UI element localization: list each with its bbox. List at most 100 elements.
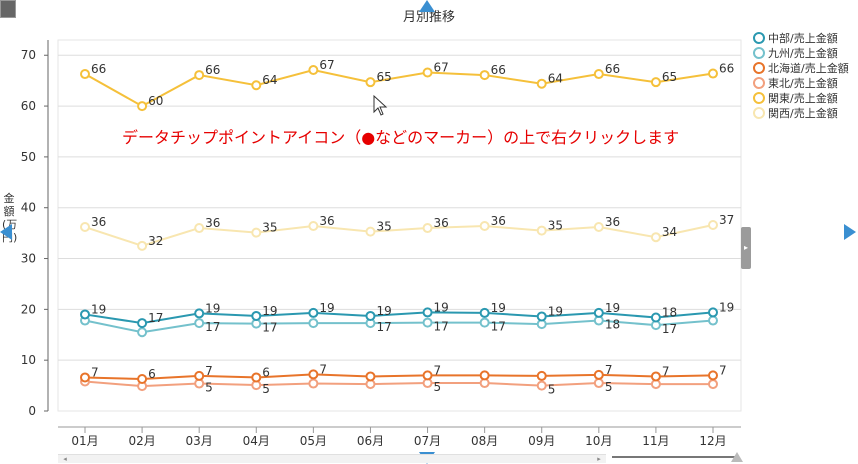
data-label: 34 bbox=[662, 225, 677, 239]
data-point[interactable] bbox=[708, 307, 718, 318]
data-point[interactable] bbox=[650, 77, 661, 88]
zoom-slider-thumb[interactable] bbox=[731, 452, 743, 462]
data-point[interactable] bbox=[308, 318, 319, 329]
data-point[interactable] bbox=[251, 227, 262, 238]
data-label: 60 bbox=[148, 94, 163, 108]
data-point[interactable] bbox=[308, 221, 319, 232]
series-line bbox=[84, 224, 714, 247]
data-label: 17 bbox=[662, 322, 677, 336]
nav-right-icon[interactable] bbox=[844, 224, 856, 240]
data-label: 36 bbox=[434, 216, 449, 230]
data-label: 66 bbox=[205, 63, 220, 77]
data-point[interactable] bbox=[650, 312, 661, 323]
data-point[interactable] bbox=[251, 372, 262, 383]
data-label: 7 bbox=[205, 364, 213, 378]
data-point[interactable] bbox=[365, 77, 376, 88]
data-label: 5 bbox=[548, 383, 556, 397]
data-point[interactable] bbox=[593, 369, 604, 380]
data-point[interactable] bbox=[422, 223, 433, 234]
legend-item[interactable]: 東北/売上金額 bbox=[753, 75, 849, 90]
scroll-left-icon[interactable]: ◂ bbox=[63, 455, 67, 463]
data-point[interactable] bbox=[536, 78, 547, 89]
data-point[interactable] bbox=[194, 70, 205, 81]
data-point[interactable] bbox=[308, 369, 319, 380]
data-point[interactable] bbox=[536, 311, 547, 322]
zoom-slider[interactable] bbox=[612, 456, 736, 458]
data-point[interactable] bbox=[708, 379, 718, 390]
legend-marker-icon bbox=[753, 91, 765, 104]
data-point[interactable] bbox=[308, 307, 319, 318]
data-label: 19 bbox=[205, 301, 220, 315]
data-point[interactable] bbox=[479, 70, 490, 81]
chart-legend: 中部/売上金額 九州/売上金額 北海道/売上金額 東北/売上金額 関東/売上金額 関西/売… bbox=[753, 30, 849, 120]
data-point[interactable] bbox=[365, 226, 376, 237]
data-point[interactable] bbox=[137, 373, 148, 384]
x-tick-label: 07月 bbox=[414, 434, 441, 448]
nav-left-icon[interactable] bbox=[0, 224, 12, 240]
data-label: 5 bbox=[434, 380, 442, 394]
horizontal-scrollbar[interactable]: ◂ ▸ bbox=[58, 454, 606, 463]
data-point[interactable] bbox=[479, 370, 490, 381]
data-label: 66 bbox=[605, 62, 620, 76]
data-point[interactable] bbox=[479, 317, 490, 328]
data-point[interactable] bbox=[422, 370, 433, 381]
data-point[interactable] bbox=[708, 315, 718, 326]
nav-up-icon[interactable] bbox=[419, 0, 435, 12]
data-point[interactable] bbox=[251, 80, 262, 91]
data-point[interactable] bbox=[479, 307, 490, 318]
legend-item[interactable]: 関西/売上金額 bbox=[753, 105, 849, 120]
legend-item[interactable]: 九州/売上金額 bbox=[753, 45, 849, 60]
legend-item[interactable]: 中部/売上金額 bbox=[753, 30, 849, 45]
data-point[interactable] bbox=[137, 101, 148, 112]
x-tick-label: 08月 bbox=[471, 434, 498, 448]
corner-button[interactable] bbox=[0, 0, 16, 18]
data-point[interactable] bbox=[708, 219, 718, 230]
data-point[interactable] bbox=[137, 327, 148, 338]
legend-collapse-handle[interactable]: ▸ bbox=[741, 227, 751, 269]
data-point[interactable] bbox=[593, 222, 604, 233]
data-point[interactable] bbox=[194, 308, 205, 319]
data-point[interactable] bbox=[80, 372, 90, 383]
data-point[interactable] bbox=[365, 371, 376, 382]
data-point[interactable] bbox=[536, 225, 547, 236]
scroll-right-icon[interactable]: ▸ bbox=[597, 455, 601, 463]
data-point[interactable] bbox=[194, 223, 205, 234]
data-point[interactable] bbox=[650, 371, 661, 382]
data-label: 17 bbox=[205, 320, 220, 334]
data-point[interactable] bbox=[593, 307, 604, 318]
data-label: 66 bbox=[91, 62, 106, 76]
data-point[interactable] bbox=[650, 232, 661, 243]
data-point[interactable] bbox=[80, 222, 90, 233]
data-point[interactable] bbox=[308, 64, 319, 75]
data-point[interactable] bbox=[308, 378, 319, 389]
series-line bbox=[84, 373, 714, 380]
data-point[interactable] bbox=[365, 310, 376, 321]
data-label: 17 bbox=[491, 320, 506, 334]
data-point[interactable] bbox=[422, 67, 433, 78]
data-point[interactable] bbox=[137, 240, 148, 251]
data-label: 37 bbox=[719, 213, 734, 227]
data-label: 6 bbox=[148, 367, 156, 381]
data-point[interactable] bbox=[137, 318, 148, 329]
data-point[interactable] bbox=[194, 318, 205, 329]
data-point[interactable] bbox=[536, 380, 547, 391]
data-point[interactable] bbox=[593, 69, 604, 80]
data-point[interactable] bbox=[422, 317, 433, 328]
data-label: 64 bbox=[262, 73, 277, 87]
data-label: 7 bbox=[434, 363, 442, 377]
data-point[interactable] bbox=[479, 221, 490, 232]
data-label: 36 bbox=[605, 215, 620, 229]
data-point[interactable] bbox=[422, 307, 433, 318]
data-point[interactable] bbox=[80, 69, 90, 80]
data-point[interactable] bbox=[593, 378, 604, 389]
data-point[interactable] bbox=[708, 68, 718, 79]
data-label: 7 bbox=[719, 363, 727, 377]
data-point[interactable] bbox=[536, 370, 547, 381]
legend-item[interactable]: 北海道/売上金額 bbox=[753, 60, 849, 75]
data-point[interactable] bbox=[251, 310, 262, 321]
data-point[interactable] bbox=[80, 309, 90, 320]
data-label: 19 bbox=[548, 304, 563, 318]
legend-item[interactable]: 関東/売上金額 bbox=[753, 90, 849, 105]
data-point[interactable] bbox=[708, 370, 718, 381]
data-point[interactable] bbox=[194, 370, 205, 381]
